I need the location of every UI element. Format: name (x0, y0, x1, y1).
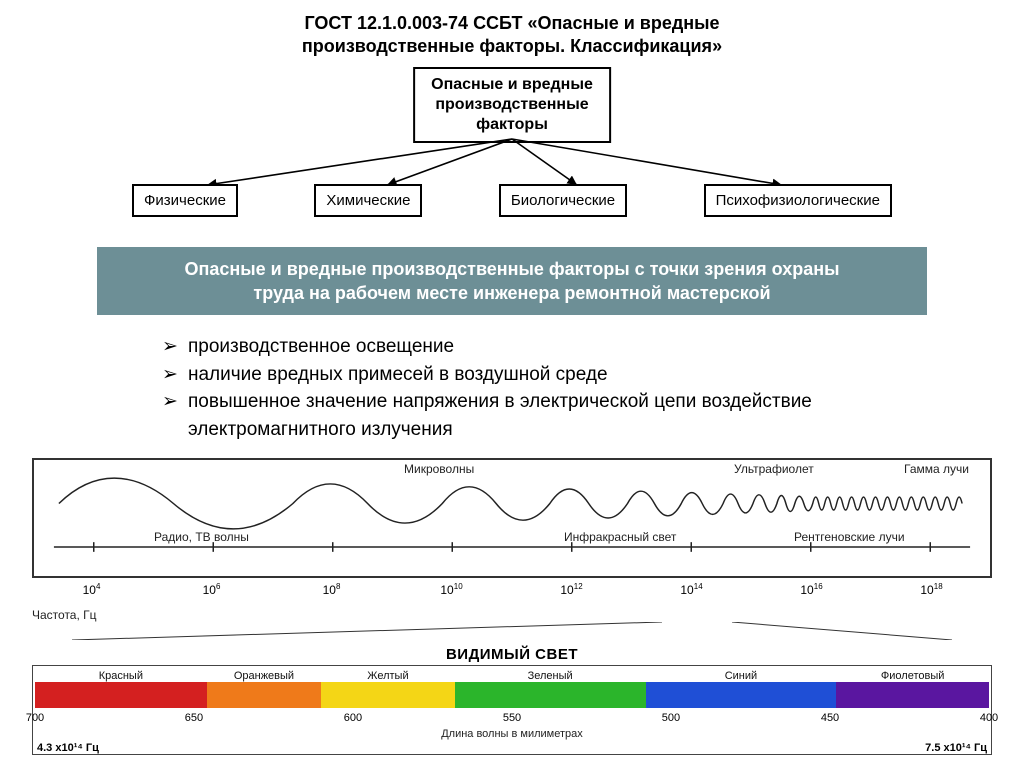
tree-children-row: Физические Химические Биологические Псих… (132, 184, 892, 217)
nm-tick: 650 (185, 712, 203, 724)
wave-svg (34, 460, 990, 576)
root-l3: факторы (476, 116, 548, 133)
child-chemical: Химические (314, 184, 422, 217)
page-title: ГОСТ 12.1.0.003-74 ССБТ «Опасные и вредн… (0, 0, 1024, 67)
visible-bar-wrap: КрасныйОранжевыйЖелтыйЗеленыйСинийФиолет… (32, 665, 992, 755)
child-psycho: Психофизиологические (704, 184, 892, 217)
hz-left: 4.3 x10¹⁴ Гц (37, 742, 99, 754)
label-xray: Рентгеновские лучи (794, 530, 905, 544)
band-l2: труда на рабочем месте инженера ремонтно… (253, 283, 770, 303)
label-uv: Ультрафиолет (734, 462, 814, 476)
hz-right: 7.5 x10¹⁴ Гц (925, 742, 987, 754)
child-biological: Биологические (499, 184, 627, 217)
spectrum-segment: Фиолетовый (836, 682, 989, 708)
nm-label: Длина волны в милиметрах (35, 728, 989, 740)
root-l2: производственные (435, 96, 588, 113)
label-micro: Микроволны (404, 462, 474, 476)
segment-label: Оранжевый (234, 670, 294, 682)
segment-label: Фиолетовый (881, 670, 944, 682)
label-ir: Инфракрасный свет (564, 530, 676, 544)
info-band: Опасные и вредные производственные факто… (97, 247, 927, 316)
label-radio: Радио, ТВ волны (154, 530, 249, 544)
segment-label: Синий (725, 670, 757, 682)
projection-lines (32, 622, 992, 640)
tick: 108 (323, 582, 341, 597)
nm-tick: 500 (662, 712, 680, 724)
visible-title: ВИДИМЫЙ СВЕТ (32, 646, 992, 663)
tick: 1012 (560, 582, 582, 597)
spectrum-segment: Синий (646, 682, 837, 708)
nm-tick: 700 (26, 712, 44, 724)
tick: 106 (203, 582, 221, 597)
spectrum-segment: Оранжевый (207, 682, 321, 708)
list-item: производственное освещение (162, 333, 862, 361)
spectrum-segment: Красный (35, 682, 207, 708)
nm-ticks: 700650600550500450400 (35, 712, 989, 728)
tick: 1014 (680, 582, 702, 597)
tick: 1016 (800, 582, 822, 597)
nm-tick: 600 (344, 712, 362, 724)
nm-tick: 450 (821, 712, 839, 724)
list-item: наличие вредных примесей в воздушной сре… (162, 361, 862, 389)
band-l1: Опасные и вредные производственные факто… (185, 259, 840, 279)
freq-unit: Частота, Гц (32, 608, 992, 622)
wave-box: Радио, ТВ волны Микроволны Инфракрасный … (32, 458, 992, 578)
segment-label: Зеленый (528, 670, 573, 682)
segment-label: Желтый (367, 670, 408, 682)
list-item: повышенное значение напряжения в электри… (162, 388, 862, 443)
tick: 104 (83, 582, 101, 597)
title-line2: производственные факторы. Классификация» (302, 36, 722, 56)
child-physical: Физические (132, 184, 238, 217)
tick: 1010 (440, 582, 462, 597)
factor-list: производственное освещение наличие вредн… (162, 333, 862, 443)
tick: 1018 (920, 582, 942, 597)
title-line1: ГОСТ 12.1.0.003-74 ССБТ «Опасные и вредн… (304, 13, 719, 33)
spectrum-segment: Желтый (321, 682, 455, 708)
visible-spectrum-bar: КрасныйОранжевыйЖелтыйЗеленыйСинийФиолет… (35, 682, 989, 708)
frequency-axis: 104 106 108 1010 1012 1014 1016 1018 (32, 580, 992, 606)
spectrum-segment: Зеленый (455, 682, 646, 708)
nm-tick: 400 (980, 712, 998, 724)
nm-tick: 550 (503, 712, 521, 724)
classification-tree: Опасные и вредные производственные факто… (132, 67, 892, 217)
segment-label: Красный (99, 670, 143, 682)
label-gamma: Гамма лучи (904, 462, 969, 476)
tree-root: Опасные и вредные производственные факто… (413, 67, 611, 143)
root-l1: Опасные и вредные (431, 76, 593, 93)
em-spectrum: Радио, ТВ волны Микроволны Инфракрасный … (32, 458, 992, 755)
